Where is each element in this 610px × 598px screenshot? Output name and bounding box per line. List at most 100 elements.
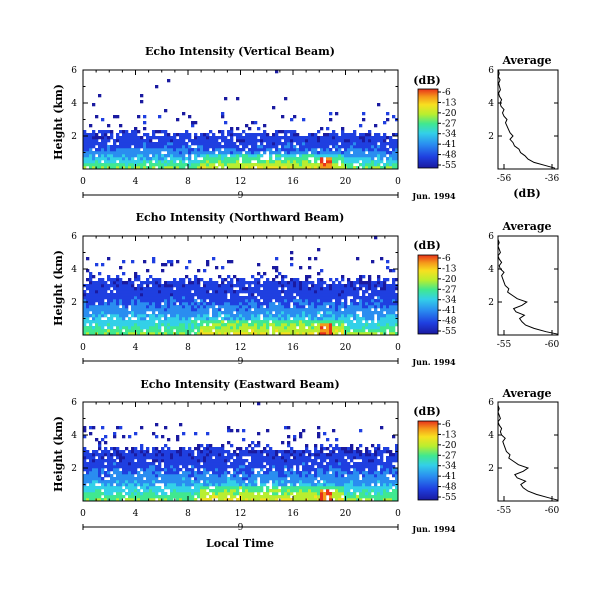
heatmap-cell (341, 498, 345, 502)
heatmap-cell (182, 305, 186, 309)
heatmap-cell (263, 471, 267, 475)
heatmap-cell (323, 483, 327, 487)
heatmap-cell (89, 305, 93, 309)
heatmap-cell (248, 480, 252, 484)
heatmap-cell (95, 474, 99, 478)
heatmap-cell (149, 483, 153, 487)
heatmap-cell (275, 293, 279, 297)
heatmap-cell (338, 471, 342, 475)
heatmap-cell (305, 489, 309, 493)
heatmap-cell (377, 154, 381, 158)
heatmap-cell (116, 483, 120, 487)
heatmap-cell (311, 495, 315, 499)
heatmap-cell (140, 332, 144, 336)
heatmap-cell (311, 462, 315, 466)
heatmap-cell (350, 492, 354, 496)
heatmap-cell (239, 447, 243, 451)
heatmap-cell (308, 477, 312, 481)
heatmap-cell (107, 308, 111, 312)
heatmap-cell (83, 166, 87, 170)
heatmap-cell (335, 163, 339, 167)
heatmap-cell (167, 459, 171, 463)
heatmap-cell (359, 133, 363, 137)
heatmap-cell (392, 142, 396, 146)
heatmap-cell (362, 305, 366, 309)
heatmap-cell (164, 281, 168, 285)
heatmap-cell (347, 483, 351, 487)
heatmap-cell (182, 480, 186, 484)
heatmap-cell (206, 444, 210, 448)
heatmap-cell (281, 302, 285, 306)
heatmap-cell (314, 326, 318, 330)
heatmap-cell (335, 278, 339, 282)
heatmap-cell (125, 471, 129, 475)
heatmap-cell (275, 299, 279, 303)
heatmap-cell (236, 429, 240, 433)
heatmap-cell (95, 136, 99, 140)
heatmap-cell (209, 329, 213, 333)
heatmap-cell (203, 139, 207, 143)
heatmap-cell (341, 275, 345, 279)
heatmap-cell (170, 462, 174, 466)
heatmap-cell (86, 299, 90, 303)
heatmap-cell (287, 320, 291, 324)
heatmap-cell (221, 489, 225, 493)
heatmap-cell (254, 133, 258, 137)
heatmap-cell (386, 299, 390, 303)
heatmap-cell (374, 456, 378, 460)
heatmap-cell (284, 308, 288, 312)
heatmap-cell (278, 314, 282, 318)
heatmap-cell (362, 465, 366, 469)
heatmap-cell (293, 450, 297, 454)
heatmap-cell (296, 468, 300, 472)
heatmap-cell (287, 444, 291, 448)
heatmap-cell (302, 148, 306, 152)
heatmap-cell (251, 121, 255, 125)
heatmap-cell (236, 157, 240, 161)
heatmap-cell (134, 450, 138, 454)
heatmap-cell (242, 462, 246, 466)
heatmap-cell (356, 489, 360, 493)
heatmap-cell (317, 329, 321, 333)
heatmap-cell (287, 468, 291, 472)
heatmap-cell (293, 130, 297, 134)
heatmap-cell (371, 302, 375, 306)
heatmap-cell (302, 468, 306, 472)
heatmap-cell (314, 486, 318, 490)
heatmap-cell (263, 166, 267, 170)
heatmap-cell (341, 314, 345, 318)
heatmap-cell (155, 145, 159, 149)
heatmap-cell (374, 145, 378, 149)
heatmap-cell (92, 302, 96, 306)
heatmap-cell (104, 480, 108, 484)
heatmap-cell (113, 293, 117, 297)
heatmap-cell (263, 308, 267, 312)
heatmap-cell (365, 142, 369, 146)
heatmap-cell (302, 471, 306, 475)
heatmap-cell (293, 314, 297, 318)
heatmap-cell (287, 142, 291, 146)
heatmap-cell (230, 329, 234, 333)
heatmap-cell (242, 163, 246, 167)
heatmap-cell (194, 163, 198, 167)
heatmap-cell (383, 323, 387, 327)
heatmap-cell (197, 293, 201, 297)
heatmap-cell (314, 314, 318, 318)
heatmap-cell (227, 486, 231, 490)
heatmap-cell (287, 456, 291, 460)
heatmap-cell (155, 468, 159, 472)
heatmap-cell (176, 486, 180, 490)
heatmap-cell (140, 290, 144, 294)
heatmap-cell (272, 266, 276, 270)
heatmap-cell (296, 287, 300, 291)
heatmap-cell (299, 142, 303, 146)
heatmap-cell (302, 118, 306, 122)
heatmap-cell (320, 278, 324, 282)
heatmap-cell (107, 471, 111, 475)
heatmap-cell (101, 462, 105, 466)
heatmap-cell (134, 483, 138, 487)
heatmap-cell (284, 284, 288, 288)
heatmap-cell (155, 480, 159, 484)
heatmap-cell (191, 299, 195, 303)
heatmap-cell (248, 450, 252, 454)
